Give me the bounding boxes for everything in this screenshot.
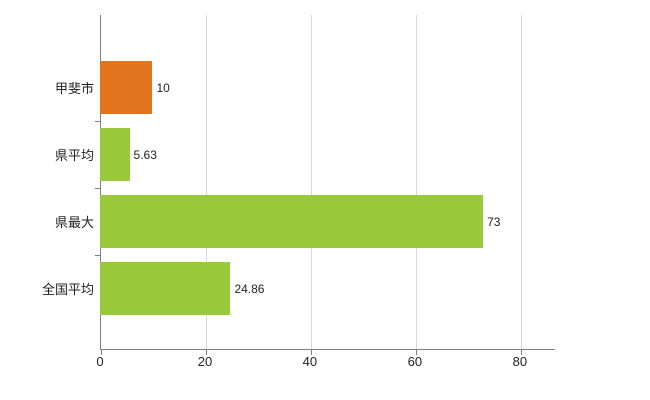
value-label: 24.86	[234, 281, 265, 296]
x-axis-tick	[101, 350, 102, 355]
x-axis-labels: 0 20 40 60 80	[96, 354, 555, 372]
bar	[100, 128, 130, 181]
category-label: 県平均	[54, 148, 94, 163]
x-axis-tick	[520, 350, 522, 355]
x-tick-label: 60	[407, 354, 423, 369]
bar	[100, 61, 153, 114]
x-axis-tick	[415, 350, 417, 355]
gridline	[205, 15, 207, 349]
x-tick-label: 80	[512, 354, 528, 369]
x-tick-label: 40	[302, 354, 318, 369]
bar-row: 甲斐市 10	[0, 61, 650, 114]
bar	[100, 195, 484, 248]
gridline	[310, 15, 312, 349]
gridline	[520, 15, 522, 349]
x-axis-tick	[205, 350, 207, 355]
bar-row: 全国平均 24.86	[0, 262, 650, 315]
value-label: 73	[487, 214, 501, 229]
value-label: 5.63	[133, 147, 157, 162]
y-axis-tick	[95, 121, 100, 122]
category-label: 甲斐市	[54, 81, 94, 96]
x-tick-label: 20	[197, 354, 213, 369]
bar-row: 県平均 5.63	[0, 128, 650, 181]
gridline	[415, 15, 417, 349]
x-tick-label: 0	[96, 354, 104, 369]
y-axis-tick	[95, 255, 100, 256]
category-label: 全国平均	[41, 282, 94, 297]
bar-row: 県最大 73	[0, 195, 650, 248]
value-label: 10	[156, 80, 170, 95]
y-axis-tick	[95, 188, 100, 189]
x-axis-tick	[310, 350, 312, 355]
category-label: 県最大	[54, 215, 94, 230]
plot-area	[95, 15, 555, 355]
bar	[100, 262, 231, 315]
